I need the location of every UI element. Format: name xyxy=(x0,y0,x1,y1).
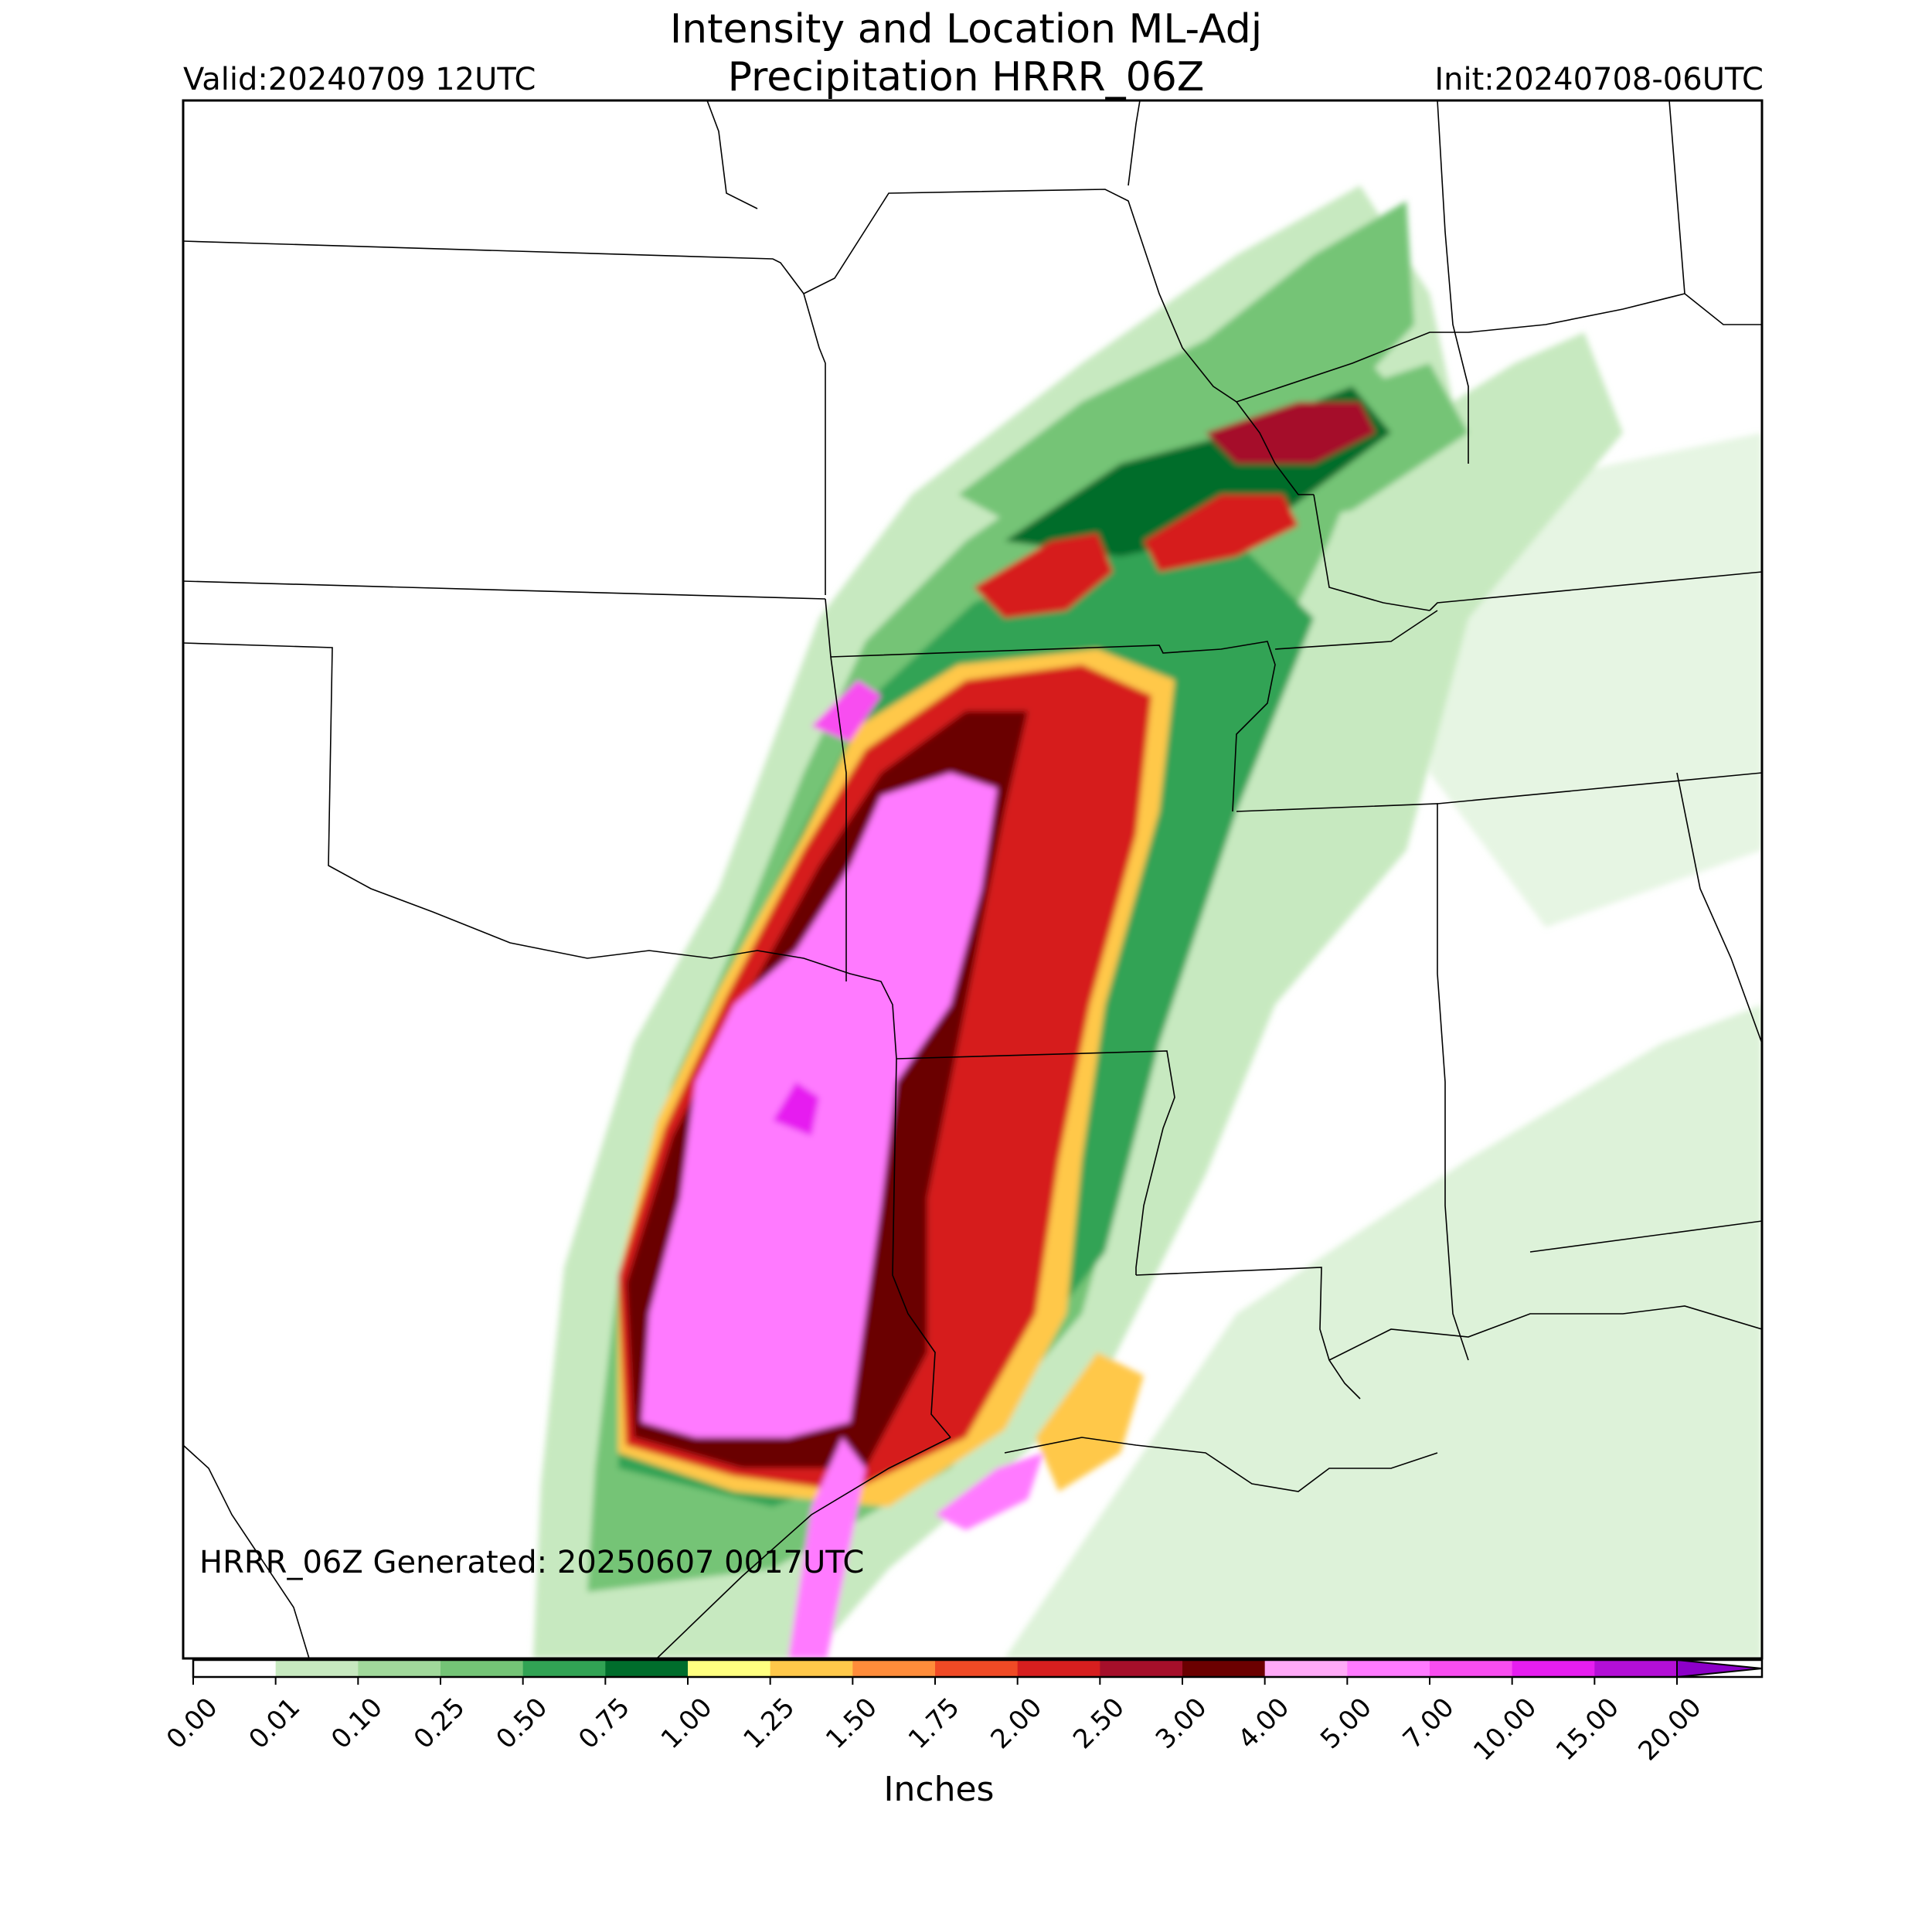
colorbar-tick-label: 1.75 xyxy=(903,1692,966,1755)
colorbar-cell xyxy=(1017,1660,1100,1677)
colorbar-tick-label: 7.00 xyxy=(1397,1692,1461,1755)
colorbar-cell xyxy=(605,1660,689,1677)
colorbar-cell xyxy=(1182,1660,1266,1677)
precipitation-map: HRRR_06Z Generated: 20250607 0017UTC xyxy=(182,99,1764,1660)
colorbar-cell xyxy=(1512,1660,1595,1677)
colorbar-frame xyxy=(192,1658,1764,1679)
colorbar-tick-label: 1.50 xyxy=(820,1692,883,1755)
colorbar-cell xyxy=(770,1660,853,1677)
colorbar-tick-label: 4.00 xyxy=(1232,1692,1295,1755)
colorbar-tick-label: 1.00 xyxy=(655,1692,719,1755)
colorbar-cell xyxy=(358,1660,441,1677)
colorbar-tick-label: 0.25 xyxy=(408,1692,471,1755)
map-frame xyxy=(182,99,1764,1660)
colorbar-tick-label: 0.10 xyxy=(325,1692,389,1755)
colorbar-cell xyxy=(1347,1660,1430,1677)
colorbar-cell xyxy=(522,1660,606,1677)
title-line-2: Precipitation HRRR_06Z xyxy=(727,54,1205,100)
colorbar-cell xyxy=(1594,1660,1678,1677)
valid-time-label: Valid:20240709 12UTC xyxy=(183,62,536,97)
colorbar-cell xyxy=(275,1660,359,1677)
colorbar-tick-label: 10.00 xyxy=(1468,1692,1543,1767)
colorbar-cell xyxy=(1264,1660,1348,1677)
init-time-label: Init:20240708-06UTC xyxy=(1434,62,1764,97)
colorbar-tick-label: 3.00 xyxy=(1150,1692,1213,1755)
colorbar-units-label: Inches xyxy=(883,1770,995,1809)
colorbar-tick-label: 2.00 xyxy=(985,1692,1048,1755)
colorbar-tick-label: 0.75 xyxy=(573,1692,636,1755)
colorbar-tick-label: 15.00 xyxy=(1550,1692,1625,1767)
colorbar-tick-label: 0.00 xyxy=(161,1692,224,1755)
colorbar-cell xyxy=(852,1660,936,1677)
title-line-1: Intensity and Location ML-Adj xyxy=(669,6,1263,53)
colorbar-cell xyxy=(935,1660,1019,1677)
colorbar-cell xyxy=(193,1660,277,1677)
colorbar-cell xyxy=(688,1660,771,1677)
colorbar-tick-label: 20.00 xyxy=(1632,1692,1707,1767)
generated-label: HRRR_06Z Generated: 20250607 0017UTC xyxy=(199,1545,864,1580)
colorbar-tick-label: 0.50 xyxy=(490,1692,553,1755)
colorbar-tick-label: 1.25 xyxy=(737,1692,801,1755)
colorbar-cell xyxy=(440,1660,524,1677)
colorbar-cell xyxy=(1100,1660,1183,1677)
colorbar-cells xyxy=(193,1658,1763,1679)
colorbar-tick-label: 2.50 xyxy=(1067,1692,1131,1755)
colorbar-cell xyxy=(1430,1660,1513,1677)
colorbar-extend-arrow xyxy=(1676,1658,1763,1679)
colorbar-tick-label: 0.01 xyxy=(243,1692,306,1755)
state-boundaries xyxy=(183,100,1762,1658)
colorbar-tick-label: 5.00 xyxy=(1315,1692,1378,1755)
colorbar: 0.00 0.01 0.10 0.25 0.50 0.75 1.00 1.25 1.50 1.75… xyxy=(161,1658,1764,1767)
colorbar-ticks: 0.00 0.01 0.10 0.25 0.50 0.75 1.00 1.25 1.50 1.75… xyxy=(161,1677,1708,1767)
